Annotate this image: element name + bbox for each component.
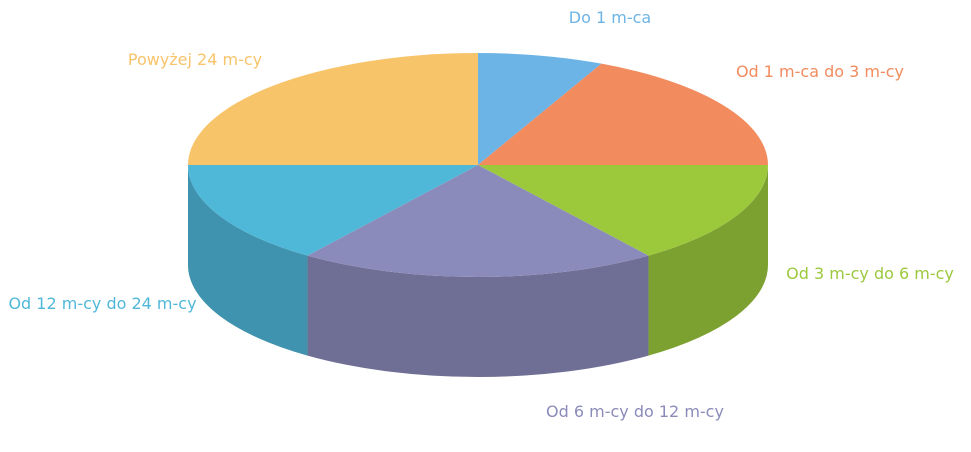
pie-slice-side (307, 255, 649, 377)
pie-slice (307, 165, 649, 277)
pie-slice (478, 53, 602, 165)
pie-slice (478, 63, 768, 165)
slice-label: Od 6 m-cy do 12 m-cy (546, 402, 724, 421)
slice-label: Do 1 m-ca (568, 8, 652, 27)
pie-slice-side (188, 165, 308, 356)
pie-slice (188, 53, 478, 165)
slice-label: Od 3 m-cy do 6 m-cy (786, 264, 954, 283)
slice-label: Powyżej 24 m-cy (127, 50, 263, 69)
pie-slice-side (648, 165, 768, 356)
pie-slice (188, 165, 478, 256)
pie-slice (478, 165, 768, 256)
slice-label: Od 1 m-ca do 3 m-cy (735, 62, 905, 81)
slice-label: Od 12 m-cy do 24 m-cy (8, 294, 197, 313)
